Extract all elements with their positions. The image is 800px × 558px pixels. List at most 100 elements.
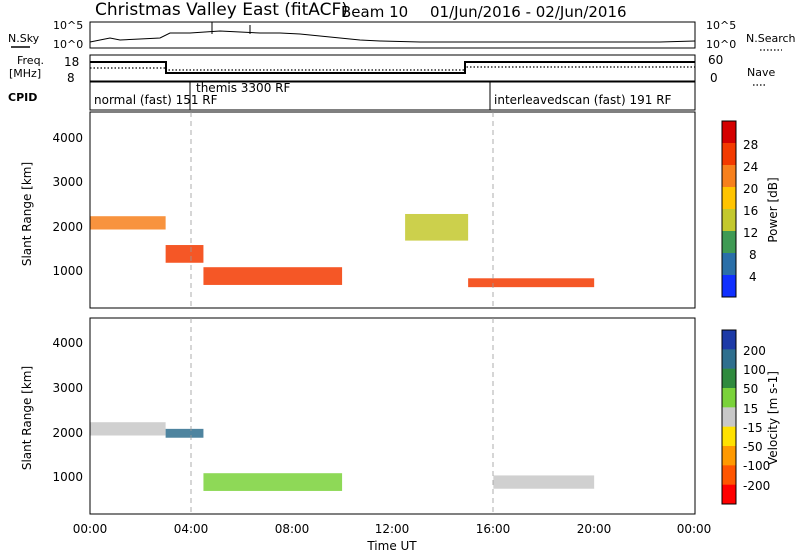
x-axis-label: Time UT	[366, 539, 417, 553]
x-axis: 00:00 04:00 08:00 12:00 16:00 20:00 00:0…	[73, 522, 712, 553]
power-cbar-tick: 20	[743, 182, 758, 196]
power-cbar-tick: 12	[743, 226, 758, 240]
freq-series	[90, 61, 695, 74]
velocity-ytick-3000: 3000	[52, 381, 83, 395]
cpid-segment-2: themis 3300 RF	[196, 81, 290, 95]
colorbar-cell-3	[722, 368, 736, 389]
colorbar-cell-6	[722, 426, 736, 447]
heatmap-cell-3	[203, 267, 343, 285]
cpid-panel: CPID normal (fast) 151 RF themis 3300 RF…	[8, 81, 696, 111]
heatmap-cell-3	[203, 473, 343, 491]
heatmap-cell-2	[165, 245, 204, 263]
nave-tick-bottom: 0	[710, 71, 718, 85]
cpid-label: CPID	[8, 91, 37, 104]
power-cbar-tick: 16	[743, 204, 758, 218]
velocity-map	[90, 422, 595, 491]
x-tick: 20:00	[577, 522, 612, 536]
velocity-cbar-tick: -200	[743, 479, 770, 493]
power-frame	[89, 111, 696, 309]
cpid-segment-3: interleavedscan (fast) 191 RF	[494, 93, 672, 107]
colorbar-cell-4	[722, 388, 736, 408]
nsky-frame	[89, 21, 696, 49]
nsearch-label: N.Search	[746, 32, 796, 45]
colorbar-cell-7	[722, 446, 736, 466]
freq-panel: Freq. [MHz] 18 8 60 0 Nave	[9, 53, 775, 86]
power-cbar-tick: 24	[743, 160, 758, 174]
velocity-ylabel: Slant Range [km]	[20, 366, 34, 470]
x-tick: 16:00	[476, 522, 511, 536]
velocity-cbar-label: Velocity [m s-1]	[766, 371, 780, 465]
velocity-ytick-1000: 1000	[52, 470, 83, 484]
power-ytick-3000: 3000	[52, 175, 83, 189]
colorbar-cell-1	[722, 121, 736, 144]
power-colorbar-frame	[721, 120, 737, 298]
velocity-colorbar-frame	[721, 329, 737, 505]
heatmap-cell-4	[493, 475, 595, 489]
heatmap-cell-1	[90, 422, 166, 436]
heatmap-cell-4	[405, 213, 469, 241]
power-colorbar: 28 24 20 16 12 8 4 Power [dB]	[721, 120, 780, 298]
power-cbar-tick: 8	[749, 248, 757, 262]
power-cbar-tick: 28	[743, 138, 758, 152]
colorbar-cell-2	[722, 143, 736, 166]
velocity-colorbar: 200 100 50 15 -15 -50 -100 -200 Velocity…	[721, 329, 780, 505]
velocity-cbar-tick: -50	[743, 440, 763, 454]
nsky-tick-top: 10^5	[53, 19, 83, 32]
velocity-panel: Slant Range [km] 1000 2000 3000 4000	[20, 317, 696, 515]
nsky-right-tick-bottom: 10^0	[706, 38, 736, 51]
power-cbar-tick: 4	[749, 270, 757, 284]
velocity-cbar-tick: -15	[743, 421, 763, 435]
nave-tick-top: 60	[708, 53, 723, 67]
plot-title: Christmas Valley East (fitACF)	[95, 0, 348, 20]
date-range: 01/Jun/2016 - 02/Jun/2016	[430, 3, 627, 21]
freq-frame	[89, 54, 696, 82]
colorbar-cell-5	[722, 407, 736, 427]
freq-tick-bottom: 8	[67, 71, 75, 85]
power-map	[90, 213, 595, 288]
velocity-cbar-tick: -100	[743, 459, 770, 473]
velocity-ytick-2000: 2000	[52, 426, 83, 440]
power-panel: Slant Range [km] 1000 2000 3000 4000	[20, 111, 696, 309]
power-ytick-4000: 4000	[52, 131, 83, 145]
colorbar-cell-2	[722, 349, 736, 369]
heatmap-cell-1	[90, 216, 166, 230]
colorbar-cell-6	[722, 231, 736, 254]
x-tick: 04:00	[174, 522, 209, 536]
colorbar-cell-8	[722, 465, 736, 485]
nsky-panel: N.Sky 10^5 10^0 10^5 10^0 N.Search	[8, 19, 796, 51]
velocity-colorbar-cells	[722, 330, 736, 505]
velocity-cbar-tick: 200	[743, 344, 766, 358]
nsky-series	[89, 30, 696, 43]
velocity-cbar-tick: 50	[743, 382, 758, 396]
colorbar-cell-8	[722, 275, 736, 298]
x-tick: 12:00	[375, 522, 410, 536]
colorbar-cell-9	[722, 484, 736, 505]
x-tick: 00:00	[73, 522, 108, 536]
colorbar-cell-4	[722, 187, 736, 210]
power-ylabel: Slant Range [km]	[20, 162, 34, 266]
heatmap-cell-2	[165, 428, 204, 438]
velocity-cbar-tick: 15	[743, 402, 758, 416]
freq-tick-top: 18	[64, 55, 79, 69]
x-tick: 00:00	[677, 522, 712, 536]
velocity-frame	[89, 317, 696, 515]
power-cbar-label: Power [dB]	[766, 177, 780, 242]
nave-series	[90, 66, 695, 71]
freq-label-2: [MHz]	[9, 67, 41, 80]
nsky-left-label: N.Sky	[8, 32, 40, 45]
x-tick: 08:00	[275, 522, 310, 536]
colorbar-cell-3	[722, 165, 736, 188]
velocity-ytick-4000: 4000	[52, 336, 83, 350]
heatmap-cell-5	[468, 278, 595, 288]
colorbar-cell-1	[722, 330, 736, 350]
power-ytick-1000: 1000	[52, 264, 83, 278]
power-ytick-2000: 2000	[52, 220, 83, 234]
beam-label: Beam 10	[341, 3, 408, 21]
freq-label-1: Freq.	[17, 54, 44, 67]
nsky-tick-bottom: 10^0	[53, 38, 83, 51]
velocity-cbar-tick: 100	[743, 363, 766, 377]
nave-label: Nave	[747, 66, 775, 79]
nsky-right-tick-top: 10^5	[706, 19, 736, 32]
